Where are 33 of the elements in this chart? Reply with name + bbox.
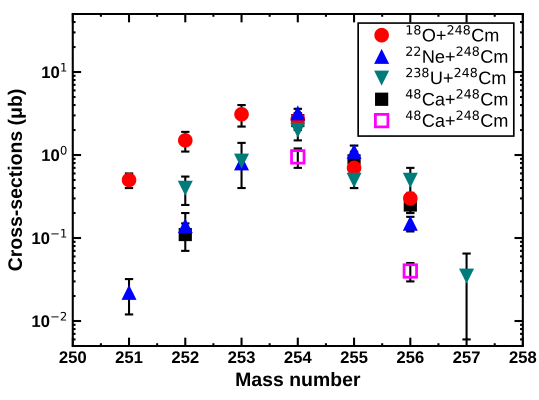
x-tick-label: 254 [284, 351, 312, 364]
point [346, 144, 362, 159]
point [459, 268, 474, 284]
x-tick-label: 250 [59, 351, 86, 364]
point [403, 191, 418, 206]
point [402, 263, 418, 279]
legend-label: $^{238}$U+$^{248}$Cm [406, 68, 506, 84]
x-tick-label: 258 [510, 351, 536, 364]
point [178, 180, 193, 196]
legend-label: $^{48}$Ca+$^{248}$Cm [406, 110, 508, 127]
point [178, 218, 193, 234]
x-tick-label: 256 [396, 351, 424, 364]
point [122, 285, 136, 300]
y-tick-label: 10$^{−2}$ [32, 312, 66, 328]
legend-label: $^{22}$Ne+$^{248}$Cm [406, 46, 508, 63]
point [290, 122, 306, 138]
x-tick-label: 253 [228, 351, 255, 364]
y-tick-label: 10$^{0}$ [42, 146, 67, 162]
point [290, 149, 306, 165]
point [403, 172, 418, 188]
x-tick-label: 252 [172, 351, 199, 364]
x-tick-label: 251 [116, 351, 142, 364]
point [178, 133, 193, 148]
point [234, 106, 249, 122]
x-tick-label: 257 [453, 351, 480, 364]
y-axis-title: Cross-sections (μb) [8, 90, 26, 270]
y-tick-label: 10$^{1}$ [42, 63, 66, 78]
legend-label: $^{48}$Ca+$^{248}$Cm [406, 89, 508, 106]
x-tick-label: 255 [340, 351, 368, 364]
x-axis-title: Mass number [236, 372, 360, 386]
y-tick-label: 10$^{−1}$ [32, 229, 66, 244]
point [290, 106, 306, 120]
legend-label: $^{18}$O+$^{248}$Cm [406, 25, 498, 42]
